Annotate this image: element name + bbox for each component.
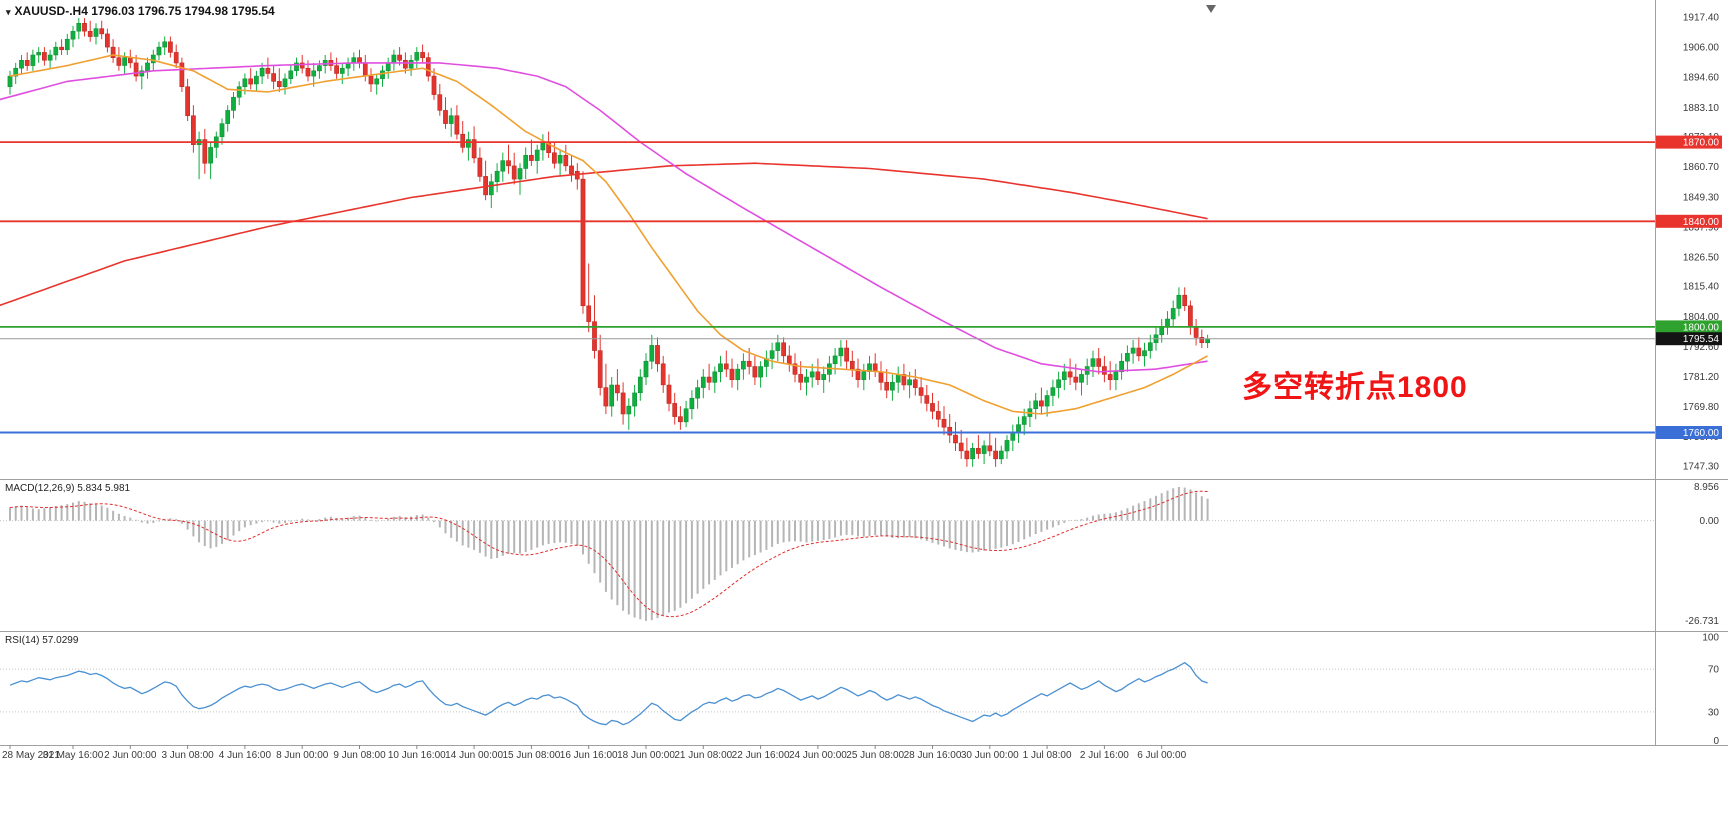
svg-text:100: 100 bbox=[1702, 633, 1719, 644]
svg-text:3 Jun 08:00: 3 Jun 08:00 bbox=[161, 750, 214, 761]
svg-text:1849.30: 1849.30 bbox=[1683, 192, 1720, 203]
svg-text:1826.50: 1826.50 bbox=[1683, 252, 1720, 263]
svg-text:1 Jul 08:00: 1 Jul 08:00 bbox=[1023, 750, 1072, 761]
svg-text:15 Jun 08:00: 15 Jun 08:00 bbox=[502, 750, 560, 761]
svg-text:18 Jun 00:00: 18 Jun 00:00 bbox=[617, 750, 675, 761]
ma-slow-red bbox=[0, 162, 1208, 307]
svg-text:30 Jun 00:00: 30 Jun 00:00 bbox=[961, 750, 1019, 761]
svg-text:14 Jun 00:00: 14 Jun 00:00 bbox=[445, 750, 503, 761]
macd-histogram bbox=[9, 487, 1209, 621]
chart-shift-marker bbox=[1206, 5, 1216, 13]
svg-text:2 Jun 00:00: 2 Jun 00:00 bbox=[104, 750, 157, 761]
ma-fast-orange bbox=[9, 54, 1208, 415]
svg-text:28 May 2021: 28 May 2021 bbox=[2, 750, 60, 761]
svg-text:1860.70: 1860.70 bbox=[1683, 162, 1720, 173]
svg-text:6 Jul 00:00: 6 Jul 00:00 bbox=[1137, 750, 1186, 761]
svg-text:1795.54: 1795.54 bbox=[1683, 334, 1720, 345]
symbol-info: ▾ XAUUSD-.H4 1796.03 1796.75 1794.98 1795… bbox=[6, 4, 275, 18]
svg-text:22 Jun 16:00: 22 Jun 16:00 bbox=[732, 750, 790, 761]
rsi-indicator-label: RSI(14) 57.0299 bbox=[5, 635, 79, 646]
price-tag-1840.00[interactable]: 1840.00 bbox=[1656, 214, 1722, 228]
rsi-axis: 100 70 30 0 bbox=[1702, 633, 1719, 748]
annotation-text[interactable]: 多空转折点1800 bbox=[1242, 371, 1468, 404]
price-tag-1795.54[interactable]: 1795.54 bbox=[1656, 332, 1722, 346]
macd-signal-line bbox=[9, 490, 1208, 618]
svg-text:1870.00: 1870.00 bbox=[1683, 138, 1720, 149]
svg-text:28 Jun 16:00: 28 Jun 16:00 bbox=[904, 750, 962, 761]
svg-text:8.956: 8.956 bbox=[1694, 482, 1719, 493]
svg-text:1894.60: 1894.60 bbox=[1683, 73, 1720, 84]
svg-text:1840.00: 1840.00 bbox=[1683, 217, 1720, 228]
svg-text:1815.40: 1815.40 bbox=[1683, 282, 1720, 293]
svg-text:1917.40: 1917.40 bbox=[1683, 13, 1720, 24]
symbol-info-text: XAUUSD-.H4 1796.03 1796.75 1794.98 1795.… bbox=[14, 4, 275, 18]
svg-text:0: 0 bbox=[1713, 736, 1719, 747]
svg-text:21 Jun 08:00: 21 Jun 08:00 bbox=[674, 750, 732, 761]
price-scale: 1917.401906.001894.601883.101872.101860.… bbox=[1683, 13, 1720, 473]
svg-text:70: 70 bbox=[1708, 665, 1720, 676]
price-tag-1800.00[interactable]: 1800.00 bbox=[1656, 320, 1722, 334]
svg-text:1792.60: 1792.60 bbox=[1683, 342, 1720, 353]
panel-separators bbox=[0, 0, 1728, 746]
svg-text:4 Jun 16:00: 4 Jun 16:00 bbox=[219, 750, 272, 761]
macd-axis: 8.956 0.00 -26.731 bbox=[1685, 482, 1719, 627]
svg-text:1781.20: 1781.20 bbox=[1683, 372, 1720, 383]
svg-text:0.00: 0.00 bbox=[1700, 516, 1720, 527]
chart-menu-icon: ▾ bbox=[6, 7, 11, 17]
ma-medium-magenta bbox=[0, 62, 1208, 373]
svg-text:16 Jun 16:00: 16 Jun 16:00 bbox=[560, 750, 618, 761]
svg-text:1906.00: 1906.00 bbox=[1683, 43, 1720, 54]
svg-text:31 May 16:00: 31 May 16:00 bbox=[43, 750, 104, 761]
svg-text:1800.00: 1800.00 bbox=[1683, 322, 1720, 333]
svg-text:1769.80: 1769.80 bbox=[1683, 402, 1720, 413]
svg-text:1883.10: 1883.10 bbox=[1683, 103, 1720, 114]
svg-text:25 Jun 08:00: 25 Jun 08:00 bbox=[846, 750, 904, 761]
svg-text:10 Jun 16:00: 10 Jun 16:00 bbox=[388, 750, 446, 761]
macd-indicator-label: MACD(12,26,9) 5.834 5.981 bbox=[5, 483, 131, 494]
svg-text:9 Jun 08:00: 9 Jun 08:00 bbox=[333, 750, 386, 761]
svg-text:2 Jul 16:00: 2 Jul 16:00 bbox=[1080, 750, 1129, 761]
price-tag-1760.00[interactable]: 1760.00 bbox=[1656, 426, 1722, 439]
svg-text:1747.30: 1747.30 bbox=[1683, 462, 1720, 473]
price-tag-1870.00[interactable]: 1870.00 bbox=[1656, 135, 1722, 149]
svg-text:24 Jun 00:00: 24 Jun 00:00 bbox=[789, 750, 847, 761]
svg-text:30: 30 bbox=[1708, 707, 1720, 718]
candles bbox=[7, 18, 1210, 467]
rsi-line bbox=[9, 661, 1208, 726]
svg-text:8 Jun 00:00: 8 Jun 00:00 bbox=[276, 750, 329, 761]
svg-text:-26.731: -26.731 bbox=[1685, 616, 1719, 627]
svg-text:1760.00: 1760.00 bbox=[1683, 428, 1720, 439]
svg-text:1804.00: 1804.00 bbox=[1683, 312, 1720, 323]
